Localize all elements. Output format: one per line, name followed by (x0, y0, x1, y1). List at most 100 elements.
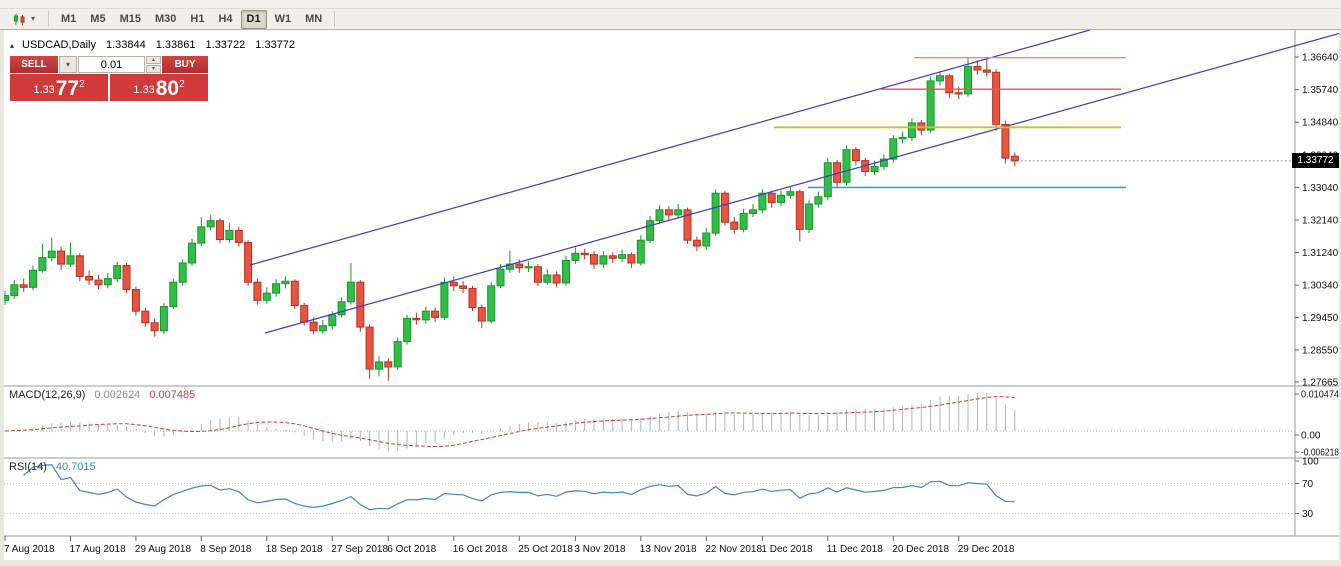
bid-price-sup-digit: 2 (79, 79, 85, 90)
date-axis-label: 13 Nov 2018 (640, 544, 697, 555)
rsi-name: RSI(14) (9, 461, 47, 473)
candle (599, 255, 608, 265)
timeframe-w1[interactable]: W1 (269, 10, 298, 29)
date-axis-label: 18 Sep 2018 (266, 544, 323, 555)
candle (38, 257, 47, 271)
trendline[interactable] (249, 30, 1091, 266)
candle (122, 265, 131, 291)
ohlc-high: 1.33861 (155, 39, 196, 51)
candle (477, 307, 486, 322)
trendline[interactable] (264, 32, 1339, 334)
candle (365, 326, 374, 370)
window-expand-icon[interactable]: ▴ (10, 40, 15, 50)
lot-size-input[interactable]: 0.01 (78, 56, 145, 73)
candle (281, 280, 290, 285)
candle (758, 192, 767, 211)
chart-canvas[interactable]: 1.366401.357401.348401.339401.330401.321… (4, 30, 1339, 560)
candle (898, 136, 907, 140)
candle (571, 252, 580, 262)
candle (608, 255, 617, 259)
timeframe-m30[interactable]: M30 (149, 10, 182, 29)
timeframe-m1[interactable]: M1 (55, 10, 82, 29)
date-axis-label: 1 Dec 2018 (761, 544, 813, 555)
macd-label: MACD(12,26,9) 0.002624 0.007485 (9, 389, 195, 401)
candle (421, 310, 430, 321)
candle (19, 284, 28, 288)
lot-spinner: ▴ ▾ (146, 56, 161, 73)
candle (375, 361, 383, 370)
price-axis-label: 1.27665 (1302, 378, 1339, 389)
candle (954, 92, 963, 95)
timeframe-toolbar: ▾ M1 M5 M15 M30 H1 H4 D1 W1 MN (5, 9, 340, 29)
buy-button[interactable]: BUY (162, 56, 208, 73)
lot-dropdown-button[interactable]: ▾ (59, 56, 77, 73)
lot-decrease-button[interactable]: ▾ (146, 65, 161, 73)
candle (870, 165, 879, 172)
candle (992, 71, 1001, 125)
ohlc-low: 1.33722 (205, 39, 246, 51)
candle (290, 280, 299, 306)
bid-price-panel[interactable]: 1.33 77 2 (10, 74, 108, 101)
price-axis-label: 1.35740 (1302, 85, 1339, 96)
candle (692, 239, 701, 247)
lot-increase-button[interactable]: ▴ (146, 56, 161, 64)
candle (936, 75, 944, 82)
candle (356, 281, 365, 328)
rsi-label: RSI(14) 40.7015 (9, 461, 96, 473)
date-axis-label: 22 Nov 2018 (705, 544, 762, 555)
candle (720, 192, 729, 223)
candle (159, 306, 168, 332)
candle (262, 292, 271, 301)
bid-price-prefix: 1.33 (33, 84, 55, 96)
candle (103, 278, 112, 286)
candle (468, 287, 477, 309)
candle (580, 252, 589, 256)
candle (496, 268, 505, 287)
candle (29, 269, 37, 288)
candle (253, 281, 262, 301)
candle (150, 322, 159, 332)
timeframe-m15[interactable]: M15 (114, 10, 147, 29)
window-title-strip (0, 0, 1341, 9)
candle (926, 80, 935, 131)
candle (4, 295, 9, 301)
candle (197, 226, 206, 244)
rsi-axis-label: 30 (1302, 509, 1314, 520)
candle (234, 230, 243, 243)
date-axis-label: 8 Sep 2018 (200, 544, 252, 555)
candle (683, 209, 692, 241)
date-axis-label: 29 Dec 2018 (958, 544, 1015, 555)
candle (879, 158, 888, 167)
candle (543, 274, 552, 283)
candle (524, 266, 533, 269)
timeframe-mn[interactable]: MN (299, 10, 328, 29)
date-axis-label: 7 Aug 2018 (4, 544, 55, 555)
candle (982, 69, 991, 73)
chevron-down-icon: ▾ (30, 14, 35, 23)
price-axis-label: 1.34840 (1302, 118, 1339, 129)
candle (842, 149, 851, 183)
sell-button[interactable]: SELL (10, 56, 58, 73)
candle (178, 262, 187, 283)
candle (85, 275, 94, 281)
ask-price-prefix: 1.33 (133, 84, 155, 96)
macd-name: MACD(12,26,9) (9, 389, 86, 401)
candle (907, 122, 916, 138)
timeframe-d1[interactable]: D1 (240, 9, 267, 29)
candle (384, 361, 393, 368)
candle (206, 220, 215, 228)
rsi-axis-label: 100 (1302, 457, 1319, 468)
candle (225, 230, 234, 241)
rsi-value: 40.7015 (55, 461, 96, 473)
ask-price-panel[interactable]: 1.33 80 2 (110, 74, 208, 101)
candle (487, 285, 496, 322)
candle (412, 317, 421, 321)
macd-axis-label: 0.00 (1301, 431, 1321, 442)
periods-button[interactable]: ▾ (5, 9, 43, 30)
timeframe-h4[interactable]: H4 (212, 10, 238, 29)
timeframe-m5[interactable]: M5 (84, 10, 111, 29)
candle (730, 221, 739, 230)
date-axis-label: 27 Sep 2018 (331, 544, 388, 555)
candle (767, 192, 776, 204)
timeframe-h1[interactable]: H1 (184, 10, 210, 29)
